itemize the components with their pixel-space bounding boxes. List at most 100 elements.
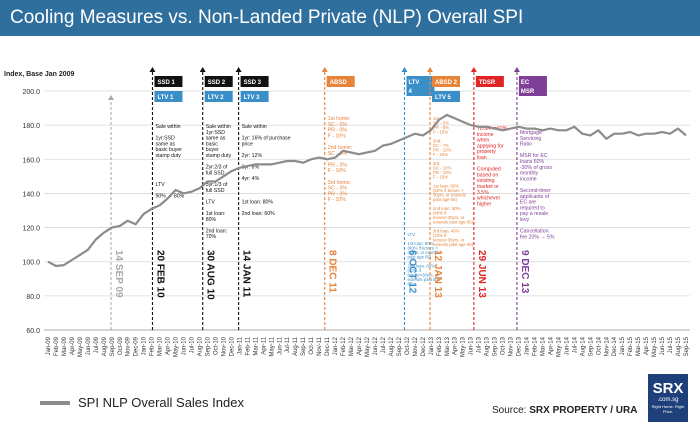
x-tick-label: Aug-13 <box>485 336 491 356</box>
x-tick-label: Jul-12 <box>381 336 387 353</box>
x-tick-label: Aug-10 <box>198 336 204 356</box>
x-tick-label: Oct-11 <box>309 336 315 354</box>
event-label: SSD 3 <box>244 80 262 86</box>
x-tick-label: Jan-13 <box>429 336 435 355</box>
chart: Index, Base Jan 2009 60.0 80.0 100.0 120.0 14… <box>4 67 690 357</box>
event-note-line: extends past age 65) <box>433 242 474 247</box>
event-note-line: F - 15% <box>433 130 448 135</box>
x-tick-label: Nov-12 <box>413 336 419 356</box>
x-tick-label: Apr-10 <box>166 336 172 355</box>
event-sub-box <box>240 91 269 102</box>
x-tick-label: Feb-12 <box>341 336 347 356</box>
event-note-line: full SSD <box>206 188 225 194</box>
x-tick-label: May-14 <box>556 336 562 357</box>
event-date: 29 JUN 13 <box>476 250 487 298</box>
event-arrow <box>401 67 408 72</box>
x-tick-label: Apr-09 <box>70 336 76 355</box>
x-tick-label: Oct-13 <box>501 336 507 355</box>
event-sub-label: LTV 1 <box>157 95 174 101</box>
event-note-line: SC - 0% <box>328 122 348 128</box>
event-date: 8 DEC 11 <box>327 250 338 293</box>
y-tick-label: 140.0 <box>22 191 40 198</box>
y-tick-label: 60.0 <box>26 328 40 335</box>
event-note-line: Mortgage <box>520 130 542 136</box>
x-tick-label: Aug-11 <box>293 336 299 356</box>
event-note-line: levy <box>520 217 530 223</box>
x-tick-label: Feb-09 <box>54 336 60 356</box>
event-date: 20 FEB 10 <box>154 250 165 298</box>
event-label-box <box>475 76 504 87</box>
x-tick-label: Jul-11 <box>285 336 291 353</box>
x-tick-label: Jan-14 <box>525 336 531 355</box>
event-note-line: PR - 0% <box>328 128 348 134</box>
srx-logo: SRX .com.sg Right Home. Right Price. <box>648 374 688 422</box>
event-note-line: PR - 5% <box>433 125 449 130</box>
event-note-line: 3rd home: <box>328 180 351 186</box>
event-note-line: Second-timer <box>520 188 551 194</box>
x-tick-label: Feb-13 <box>437 336 443 356</box>
legend-swatch <box>40 400 70 405</box>
event-note-line: Computed <box>477 167 501 173</box>
event-note-line: Servicing <box>520 136 541 142</box>
event-note-line: LTV <box>155 182 165 188</box>
event-note-line: PR - 10% <box>433 148 452 153</box>
x-tick-label: Jul-14 <box>572 336 578 353</box>
event-note-line: 3yr:1/3 of <box>206 182 228 188</box>
event-note-line: 70% <box>206 234 217 240</box>
event-note-line: loan <box>477 155 487 161</box>
event-note-line: Sale within <box>155 124 180 130</box>
event-note-line: 2nd loan: 50% <box>433 206 461 211</box>
event-note-line: based on <box>477 172 498 178</box>
event-label: ABSD <box>330 80 348 86</box>
x-tick-label: Mar-09 <box>62 336 68 356</box>
event-date: 12 JAN 13 <box>432 250 443 298</box>
event-note-line: 80% <box>206 217 217 223</box>
x-tick-label: May-15 <box>652 336 658 357</box>
event-note-line: existing <box>477 178 495 184</box>
event-note-line: (40% if <box>407 268 421 273</box>
x-tick-label: Mar-15 <box>636 336 642 356</box>
x-tick-label: Jan-12 <box>333 336 339 355</box>
legend: SPI NLP Overall Sales Index <box>40 395 244 410</box>
x-tick-label: Apr-13 <box>453 336 459 355</box>
x-tick-label: Sep-09 <box>110 336 116 356</box>
x-tick-label: Mar-13 <box>445 336 451 356</box>
event-note-line: buyer <box>206 147 219 153</box>
event-note-line: 1yr: 16% of purchase <box>242 136 291 142</box>
event-note-line: property <box>477 149 496 155</box>
event-label: MSR <box>521 89 535 95</box>
event-note-line: income <box>520 176 537 182</box>
event-note-line: 3rd loan: 40% <box>433 229 460 234</box>
x-tick-label: Jun-13 <box>469 336 475 355</box>
event-note-line: 3.5% <box>477 190 489 196</box>
x-tick-label: Sep-14 <box>588 336 594 356</box>
event-note-line: 65) <box>407 282 414 287</box>
event-note-line: SC - 10% <box>433 166 452 171</box>
event-arrow <box>235 67 242 72</box>
y-tick-label: 80.0 <box>26 294 40 301</box>
x-tick-label: Jun-10 <box>182 336 188 355</box>
y-tick-label: 100.0 <box>22 260 40 267</box>
x-tick-label: Jan-10 <box>142 336 148 355</box>
x-tick-label: Mar-14 <box>540 336 546 356</box>
event-note-line: monthly <box>520 171 539 177</box>
event-note-line: (40% if <box>433 211 447 216</box>
event-note-line: basic <box>206 141 219 147</box>
event-note-line: (60% if tenure > <box>407 246 438 251</box>
x-tick-label: Apr-12 <box>357 336 363 355</box>
x-tick-label: Apr-15 <box>644 336 650 355</box>
event-note-line: past age 65) <box>433 197 457 202</box>
event-note-line: required to <box>520 205 545 211</box>
event-note-line: market or <box>477 184 499 190</box>
event-note-line: Sale within <box>206 124 231 130</box>
event-sub-label: LTV 2 <box>208 95 225 101</box>
x-tick-label: May-09 <box>78 336 84 357</box>
event-label-box <box>204 76 233 87</box>
event-note-line: SC - 3% <box>328 186 348 192</box>
event-note-line: F - 15% <box>433 152 448 157</box>
x-tick-label: Nov-09 <box>126 336 132 356</box>
x-tick-label: Oct-12 <box>405 336 411 355</box>
event-note-line: income <box>477 132 494 138</box>
x-tick-label: Mar-12 <box>349 336 355 356</box>
event-arrow <box>513 67 520 72</box>
